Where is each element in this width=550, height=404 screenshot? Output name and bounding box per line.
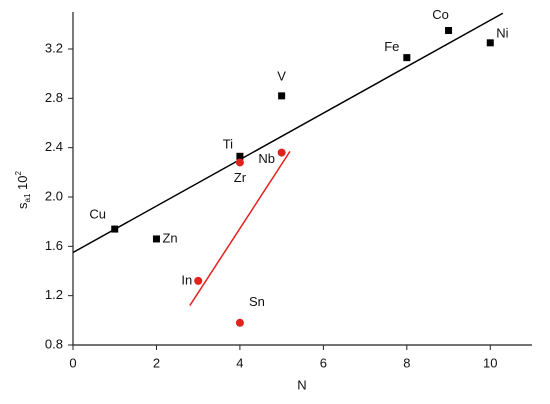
- point-label: Cu: [89, 207, 106, 222]
- point: [235, 158, 244, 167]
- point: [445, 27, 453, 34]
- y-label-base: s: [15, 202, 30, 209]
- point: [278, 92, 286, 100]
- x-tick-label: 10: [483, 355, 497, 370]
- point-label: Co: [432, 7, 449, 22]
- y-label-sup: 2: [14, 170, 23, 175]
- point: [403, 54, 411, 62]
- point-label: Sn: [249, 294, 265, 309]
- y-tick-label: 2.0: [45, 188, 63, 203]
- y-tick-label: 2.4: [45, 139, 63, 154]
- fit-line: [72, 12, 504, 254]
- point: [235, 318, 244, 327]
- point: [277, 148, 286, 157]
- point-label: Zr: [234, 170, 247, 185]
- y-axis-label: sa1 102: [14, 170, 32, 208]
- point: [486, 39, 494, 47]
- y-tick-label: 2.8: [45, 90, 63, 105]
- y-tick-label: 3.2: [45, 40, 63, 55]
- point: [194, 276, 203, 285]
- point-label: Ti: [223, 137, 233, 152]
- point-label: V: [277, 68, 286, 83]
- point-label: In: [181, 272, 192, 287]
- point-label: Zn: [162, 230, 177, 245]
- point-label: Fe: [384, 39, 399, 54]
- fit-line: [189, 150, 291, 306]
- point: [152, 235, 160, 243]
- y-tick-label: 1.6: [45, 238, 63, 253]
- y-tick-label: 1.2: [45, 287, 63, 302]
- x-tick-label: 0: [69, 355, 76, 370]
- point-label: Ni: [496, 25, 508, 40]
- y-label-sub: a1: [23, 193, 32, 202]
- y-tick-label: 0.8: [45, 336, 63, 351]
- x-tick-label: 2: [153, 355, 160, 370]
- point-label: Nb: [258, 151, 275, 166]
- point: [236, 152, 244, 160]
- x-tick-label: 6: [320, 355, 327, 370]
- point: [111, 225, 119, 233]
- x-tick-label: 8: [403, 355, 410, 370]
- x-axis-label: N: [297, 377, 306, 392]
- x-tick-label: 4: [236, 355, 243, 370]
- y-label-mid: 10: [15, 175, 30, 193]
